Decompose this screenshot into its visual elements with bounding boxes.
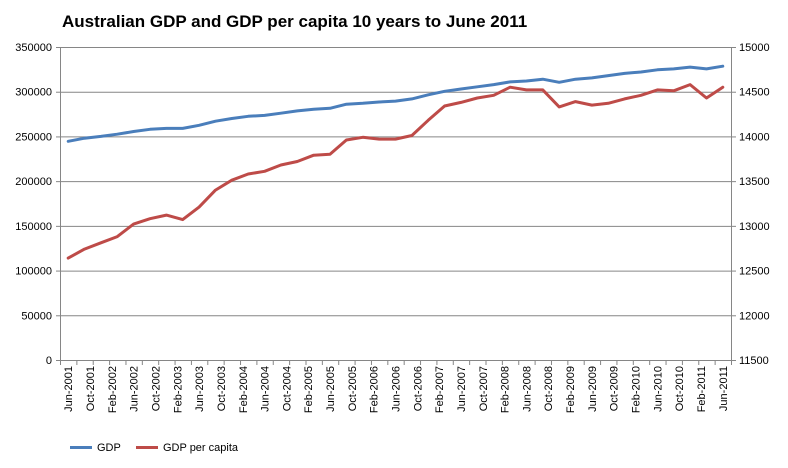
series-line-gdp-per-capita xyxy=(66,83,725,260)
chart-title: Australian GDP and GDP per capita 10 yea… xyxy=(62,12,527,31)
x-tick-label: Oct-2006 xyxy=(412,366,424,411)
x-tick-label: Oct-2002 xyxy=(150,366,162,411)
x-tick-label: Jun-2011 xyxy=(718,366,730,411)
x-tick-label: Oct-2010 xyxy=(674,366,686,411)
x-tick-label: Jun-2001 xyxy=(63,366,75,412)
x-tick-label: Feb-2005 xyxy=(303,366,315,413)
y-tick-label: 100000 xyxy=(15,266,52,278)
y-tick-label: 250000 xyxy=(15,131,52,143)
legend: GDP GDP per capita xyxy=(70,442,239,454)
x-tick-label: Oct-2007 xyxy=(478,366,490,411)
y-axis-tick-labels: 0 50000 100000 150000 200000 250000 300000 3500… xyxy=(15,42,52,367)
x-tick-label: Oct-2005 xyxy=(347,366,359,411)
x-tick-label: Oct-2009 xyxy=(609,366,621,411)
x-tick-label: Feb-2004 xyxy=(238,366,250,413)
x-tick-label: Feb-2010 xyxy=(631,366,643,413)
series-line-gdp xyxy=(66,64,725,143)
x-tick-label: Feb-2011 xyxy=(696,366,708,412)
x-tick-label: Oct-2008 xyxy=(543,366,555,411)
y2-tick-label: 12500 xyxy=(739,266,770,278)
x-tick-label: Feb-2006 xyxy=(369,366,381,413)
x-tick-label: Jun-2002 xyxy=(129,366,141,412)
x-tick-label: Jun-2008 xyxy=(521,366,533,412)
x-tick-label: Feb-2002 xyxy=(107,366,119,413)
x-tick-label: Jun-2004 xyxy=(260,366,272,412)
legend-label-gdp: GDP xyxy=(97,442,121,454)
x-tick-label: Jun-2009 xyxy=(587,366,599,412)
y-tick-label: 200000 xyxy=(15,176,52,188)
x-tick-label: Jun-2005 xyxy=(325,366,337,412)
y2-tick-label: 15000 xyxy=(739,42,770,54)
x-tick-label: Oct-2003 xyxy=(216,366,228,411)
x-tick-label: Feb-2008 xyxy=(500,366,512,413)
x-axis-tick-labels: Jun-2001 Oct-2001 Feb-2002 Jun-2002 Oct-2002… xyxy=(63,366,730,413)
y2-tick-label: 13500 xyxy=(739,176,770,188)
y-tick-label: 50000 xyxy=(21,310,52,322)
x-tick-label: Jun-2003 xyxy=(194,366,206,412)
y-tick-label: 150000 xyxy=(15,221,52,233)
y-tick-label: 0 xyxy=(46,355,52,367)
y2-tick-label: 14500 xyxy=(739,87,770,99)
y2-tick-label: 12000 xyxy=(739,310,770,322)
x-tick-label: Jun-2010 xyxy=(652,366,664,412)
y2-tick-label: 11500 xyxy=(739,355,769,367)
x-tick-label: Jun-2006 xyxy=(391,366,403,412)
x-tick-label: Feb-2009 xyxy=(565,366,577,413)
series-lines xyxy=(66,64,725,260)
x-tick-label: Oct-2001 xyxy=(85,366,97,411)
x-tick-label: Oct-2004 xyxy=(281,366,293,411)
y-tick-label: 300000 xyxy=(15,87,52,99)
x-tick-label: Feb-2003 xyxy=(172,366,184,413)
x-tick-label: Jun-2007 xyxy=(456,366,468,412)
y2-axis-tick-labels: 11500 12000 12500 13000 13500 14000 14500 15000 xyxy=(739,42,770,367)
axes xyxy=(56,47,736,365)
y2-tick-label: 13000 xyxy=(739,221,770,233)
y-tick-label: 350000 xyxy=(15,42,52,54)
x-tick-label: Feb-2007 xyxy=(434,366,446,413)
gridlines xyxy=(60,47,731,317)
legend-label-gdp-per-capita: GDP per capita xyxy=(163,442,239,454)
y2-tick-label: 14000 xyxy=(739,131,770,143)
